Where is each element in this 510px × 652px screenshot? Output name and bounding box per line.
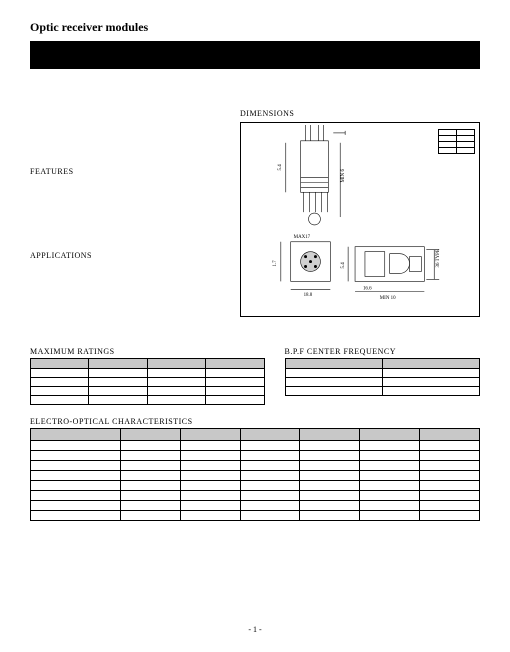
applications-heading: APPLICATIONS <box>30 251 220 260</box>
page-title: Optic receiver modules <box>30 20 480 35</box>
eo-heading: ELECTRO-OPTICAL CHARACTERISTICS <box>30 417 480 426</box>
max-ratings-block: MAXIMUM RATINGS <box>30 347 265 405</box>
title-black-bar <box>30 41 480 69</box>
svg-text:18.8: 18.8 <box>304 293 313 298</box>
upper-section: FEATURES APPLICATIONS DIMENSIONS <box>30 109 480 317</box>
dimensions-small-table <box>438 127 475 154</box>
dimensions-column: DIMENSIONS <box>240 109 480 317</box>
dimensions-heading: DIMENSIONS <box>240 109 480 118</box>
eo-table <box>30 428 480 521</box>
svg-text:MAX17: MAX17 <box>294 235 311 240</box>
bpf-heading: B.P.F CENTER FREQUENCY <box>285 347 480 356</box>
svg-text:1.7: 1.7 <box>273 260 278 267</box>
bpf-block: B.P.F CENTER FREQUENCY <box>285 347 480 405</box>
svg-text:MIN 10: MIN 10 <box>380 296 396 301</box>
max-ratings-table <box>30 358 265 405</box>
svg-text:MIN 6: MIN 6 <box>341 169 346 183</box>
page-number: - 1 - <box>248 625 261 634</box>
svg-text:5.4: 5.4 <box>341 262 346 269</box>
svg-text:5.4: 5.4 <box>278 164 283 171</box>
dimensions-drawing-box: 5.4 MIN 6 18.8 1.7 MAX17 <box>240 122 480 317</box>
features-heading: FEATURES <box>30 167 220 176</box>
eo-block: ELECTRO-OPTICAL CHARACTERISTICS <box>30 417 480 521</box>
left-labels-column: FEATURES APPLICATIONS <box>30 109 220 317</box>
svg-text:36 TYPE: 36 TYPE <box>436 249 441 267</box>
svg-text:16.6: 16.6 <box>363 286 372 291</box>
mid-tables-row: MAXIMUM RATINGS B.P.F CENTER FREQUENCY <box>30 347 480 405</box>
max-ratings-heading: MAXIMUM RATINGS <box>30 347 265 356</box>
bpf-table <box>285 358 480 396</box>
